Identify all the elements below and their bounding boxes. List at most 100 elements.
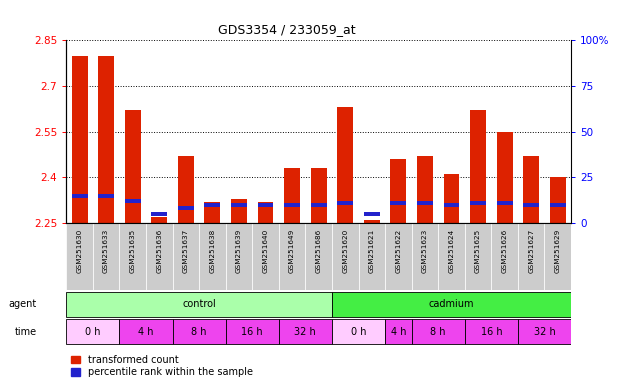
Text: 8 h: 8 h: [191, 327, 207, 337]
Text: 4 h: 4 h: [138, 327, 154, 337]
Text: control: control: [182, 299, 216, 309]
Bar: [411, 319, 465, 344]
Bar: [385, 319, 411, 344]
Text: GSM251629: GSM251629: [555, 228, 561, 273]
Bar: [465, 319, 518, 344]
Bar: [172, 319, 226, 344]
Legend: transformed count, percentile rank within the sample: transformed count, percentile rank withi…: [71, 355, 252, 377]
Bar: [492, 223, 518, 290]
Text: GSM251639: GSM251639: [236, 228, 242, 273]
Bar: [391, 159, 406, 223]
Bar: [518, 319, 571, 344]
Bar: [125, 199, 141, 203]
Bar: [172, 223, 199, 290]
Bar: [231, 203, 247, 207]
Bar: [332, 223, 358, 290]
Bar: [98, 56, 114, 223]
Text: GDS3354 / 233059_at: GDS3354 / 233059_at: [218, 23, 356, 36]
Text: GSM251637: GSM251637: [183, 228, 189, 273]
Bar: [66, 319, 119, 344]
Bar: [279, 223, 305, 290]
Bar: [257, 202, 273, 223]
Text: 0 h: 0 h: [85, 327, 100, 337]
Bar: [364, 212, 380, 216]
Bar: [257, 203, 273, 207]
Text: GSM251625: GSM251625: [475, 228, 481, 273]
Text: 16 h: 16 h: [242, 327, 263, 337]
Bar: [391, 201, 406, 205]
Bar: [411, 223, 438, 290]
Bar: [178, 156, 194, 223]
Bar: [444, 203, 459, 207]
Bar: [252, 223, 279, 290]
Bar: [231, 199, 247, 223]
Text: cadmium: cadmium: [428, 299, 475, 309]
Bar: [332, 292, 571, 316]
Text: time: time: [15, 327, 37, 337]
Text: GSM251626: GSM251626: [502, 228, 507, 273]
Bar: [204, 203, 220, 207]
Bar: [310, 203, 327, 207]
Bar: [497, 201, 512, 205]
Bar: [523, 156, 539, 223]
Bar: [199, 223, 226, 290]
Bar: [497, 132, 512, 223]
Bar: [146, 223, 172, 290]
Bar: [71, 56, 88, 223]
Bar: [125, 110, 141, 223]
Bar: [93, 223, 119, 290]
Bar: [178, 207, 194, 210]
Bar: [337, 201, 353, 205]
Bar: [119, 223, 146, 290]
Bar: [66, 292, 332, 316]
Bar: [66, 223, 93, 290]
Text: 32 h: 32 h: [534, 327, 555, 337]
Text: GSM251623: GSM251623: [422, 228, 428, 273]
Bar: [279, 319, 332, 344]
Text: GSM251640: GSM251640: [262, 228, 269, 273]
Bar: [518, 223, 545, 290]
Text: GSM251621: GSM251621: [369, 228, 375, 273]
Bar: [550, 203, 566, 207]
Bar: [151, 212, 167, 216]
Bar: [310, 168, 327, 223]
Bar: [385, 223, 411, 290]
Text: GSM251649: GSM251649: [289, 228, 295, 273]
Bar: [545, 223, 571, 290]
Text: 0 h: 0 h: [351, 327, 366, 337]
Text: GSM251633: GSM251633: [103, 228, 109, 273]
Text: agent: agent: [9, 299, 37, 309]
Bar: [470, 201, 486, 205]
Bar: [284, 203, 300, 207]
Bar: [204, 202, 220, 223]
Text: GSM251624: GSM251624: [449, 228, 454, 273]
Bar: [332, 319, 385, 344]
Bar: [523, 203, 539, 207]
Bar: [98, 194, 114, 198]
Bar: [337, 108, 353, 223]
Text: GSM251620: GSM251620: [342, 228, 348, 273]
Bar: [417, 201, 433, 205]
Bar: [465, 223, 492, 290]
Bar: [119, 319, 172, 344]
Text: GSM251686: GSM251686: [316, 228, 322, 273]
Bar: [305, 223, 332, 290]
Text: 8 h: 8 h: [430, 327, 446, 337]
Bar: [364, 220, 380, 223]
Text: GSM251635: GSM251635: [130, 228, 136, 273]
Bar: [470, 110, 486, 223]
Bar: [417, 156, 433, 223]
Text: GSM251638: GSM251638: [209, 228, 215, 273]
Text: GSM251627: GSM251627: [528, 228, 534, 273]
Bar: [438, 223, 465, 290]
Bar: [358, 223, 385, 290]
Bar: [71, 194, 88, 198]
Bar: [550, 177, 566, 223]
Text: 16 h: 16 h: [481, 327, 502, 337]
Bar: [444, 174, 459, 223]
Bar: [226, 223, 252, 290]
Bar: [284, 168, 300, 223]
Text: 4 h: 4 h: [391, 327, 406, 337]
Text: GSM251636: GSM251636: [156, 228, 162, 273]
Bar: [226, 319, 279, 344]
